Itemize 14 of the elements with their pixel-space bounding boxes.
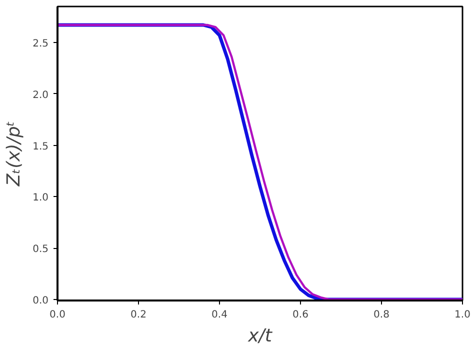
x-tick-label: 0.0 bbox=[50, 310, 66, 320]
x-tick-label: 0.2 bbox=[130, 310, 146, 320]
x-tick-label: 1.0 bbox=[454, 310, 470, 320]
y-tick-label: 1.0 bbox=[32, 192, 49, 204]
y-axis-title: Zₜ(x)/pᵗ bbox=[4, 120, 25, 188]
x-axis-title: x/t bbox=[247, 326, 273, 346]
y-tick-label: 2.5 bbox=[32, 38, 49, 50]
x-tick-label: 0.8 bbox=[374, 310, 390, 320]
y-tick-label: 2.0 bbox=[32, 90, 49, 101]
y-tick-label: 1.5 bbox=[32, 141, 49, 152]
x-tick-label: 0.4 bbox=[212, 310, 228, 320]
x-tick-label: 0.6 bbox=[292, 310, 308, 320]
y-tick-label: 0.0 bbox=[32, 295, 49, 306]
y-tick-label: 0.5 bbox=[32, 244, 49, 256]
